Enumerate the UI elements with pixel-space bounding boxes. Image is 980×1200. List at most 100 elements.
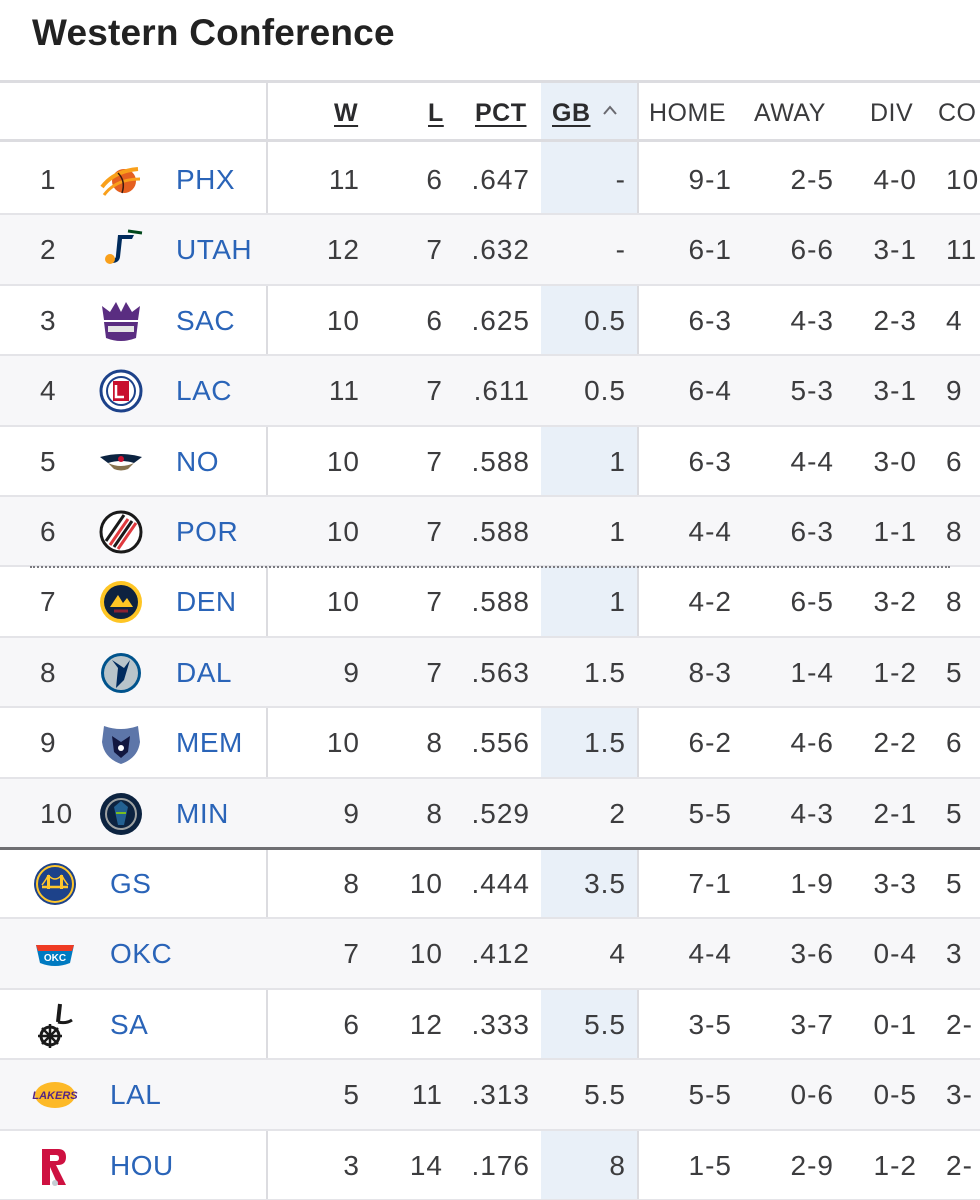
team-link[interactable]: PHX [176,164,236,195]
team-link[interactable]: LAL [110,1079,162,1111]
table-row[interactable]: 2 UTAH 12 7 .632 - 6-1 6-6 3-1 11 [0,215,980,286]
suns-logo [98,157,144,203]
svg-text:OKC: OKC [44,953,66,964]
team-link[interactable]: MIN [176,797,229,829]
thunder-logo: OKC [32,931,78,977]
sort-ascending-icon[interactable] [603,103,617,117]
div-record: 3-0 [873,445,917,477]
wins: 7 [343,938,360,970]
win-pct: .588 [471,516,530,547]
wins: 5 [343,1079,360,1111]
team-link[interactable]: NO [176,445,219,477]
column-header-conf[interactable]: CO [938,99,977,127]
table-row[interactable]: 1 PHX 11 6 .647 - 9-1 2-5 4-0 10 [0,145,980,216]
team-link[interactable]: HOU [110,1149,174,1181]
column-header-pct[interactable]: PCT [475,99,527,127]
away-record: 4-4 [790,445,834,477]
games-behind: 5.5 [584,1008,626,1040]
column-header-w[interactable]: W [334,99,359,127]
home-record: 6-3 [688,304,732,336]
lakers-logo: LAKERS [32,1072,78,1118]
losses: 7 [426,656,443,688]
grizzlies-logo [98,720,144,766]
jazz-logo [98,227,144,273]
team-link[interactable]: DEN [176,586,237,618]
team-link[interactable]: POR [176,516,239,547]
games-behind: 1.5 [584,656,626,688]
team-link[interactable]: OKC [110,938,173,970]
conf-record: 4 [946,304,963,336]
win-pct: .588 [471,445,530,477]
table-row[interactable]: 5 NO 10 7 .588 1 6-3 4-4 3-0 6 [0,427,980,497]
away-record: 6-3 [790,516,834,547]
table-row[interactable]: SA 6 12 .333 5.5 3-5 3-7 0-1 2- [0,990,980,1061]
table-row[interactable]: OKC OKC 7 10 .412 4 4-4 3-6 0-4 3 [0,919,980,990]
column-header-away[interactable]: AWAY [754,99,826,127]
team-link[interactable]: SA [110,1008,149,1040]
losses: 10 [409,868,443,899]
table-row[interactable]: LAKERS LAL 5 11 .313 5.5 5-5 0-6 0-5 3- [0,1060,980,1131]
losses: 8 [426,727,443,759]
table-row[interactable]: 3 SAC 10 6 .625 0.5 6-3 4-3 2-3 4 [0,286,980,357]
warriors-logo [32,861,78,907]
div-record: 0-5 [873,1079,917,1111]
column-header-div[interactable]: DIV [870,99,914,127]
playoff-divider [30,566,950,569]
games-behind: 5.5 [584,1079,626,1111]
games-behind: 2 [609,797,626,829]
games-behind: 0.5 [584,304,626,336]
away-record: 2-5 [790,164,834,195]
div-record: 4-0 [873,164,917,195]
team-link[interactable]: UTAH [176,234,253,266]
conf-record: 8 [946,586,963,618]
away-record: 2-9 [790,1149,834,1181]
wins: 8 [343,868,360,899]
team-link[interactable]: SAC [176,304,236,336]
table-row[interactable]: GS 8 10 .444 3.5 7-1 1-9 3-3 5 [0,849,980,920]
table-row[interactable]: 4 LAC 11 7 .611 0.5 6-4 5-3 3-1 9 [0,356,980,427]
conf-record: 5 [946,797,963,829]
games-behind: 8 [609,1149,626,1181]
table-row[interactable]: 10 MIN 9 8 .529 2 5-5 4-3 2-1 5 [0,778,980,849]
away-record: 4-3 [790,797,834,829]
games-behind: 0.5 [584,375,626,407]
column-header-home[interactable]: HOME [649,99,726,127]
kings-logo [98,298,144,344]
wins: 10 [326,516,360,547]
conf-record: 10 [946,164,980,195]
div-record: 2-2 [873,727,917,759]
away-record: 4-6 [790,727,834,759]
table-row[interactable]: 9 MEM 10 8 .556 1.5 6-2 4-6 2-2 6 [0,708,980,779]
games-behind: - [615,164,626,195]
table-row[interactable]: 8 DAL 9 7 .563 1.5 8-3 1-4 1-2 5 [0,637,980,709]
column-header-l[interactable]: L [428,99,444,127]
games-behind: 1 [609,445,626,477]
team-link[interactable]: DAL [176,656,232,688]
column-header-gb[interactable]: GB [552,99,591,127]
win-pct: .176 [471,1149,530,1181]
conf-record: 5 [946,868,963,899]
rank: 9 [40,727,57,759]
losses: 7 [426,445,443,477]
pelicans-logo [98,439,144,485]
clippers-logo [98,368,144,414]
home-record: 4-4 [688,516,732,547]
home-record: 8-3 [688,656,732,688]
table-row[interactable]: 6 POR 10 7 .588 1 4-4 6-3 1-1 8 [0,497,980,568]
conf-record: 6 [946,727,963,759]
table-header: W L PCT GB HOME AWAY DIV CO [0,83,980,142]
team-link[interactable]: GS [110,868,152,899]
page-title: Western Conference [32,12,395,53]
away-record: 1-4 [790,656,834,688]
win-pct: .563 [471,656,530,688]
games-behind: 1.5 [584,727,626,759]
rank: 10 [40,797,74,829]
team-link[interactable]: MEM [176,727,243,759]
table-row[interactable]: HOU 3 14 .176 8 1-5 2-9 1-2 2- [0,1131,980,1200]
team-link[interactable]: LAC [176,375,232,407]
div-record: 1-2 [873,1149,917,1181]
losses: 6 [426,304,443,336]
home-record: 1-5 [688,1149,732,1181]
table-row[interactable]: 7 DEN 10 7 .588 1 4-2 6-5 3-2 8 [0,567,980,638]
wins: 9 [343,797,360,829]
